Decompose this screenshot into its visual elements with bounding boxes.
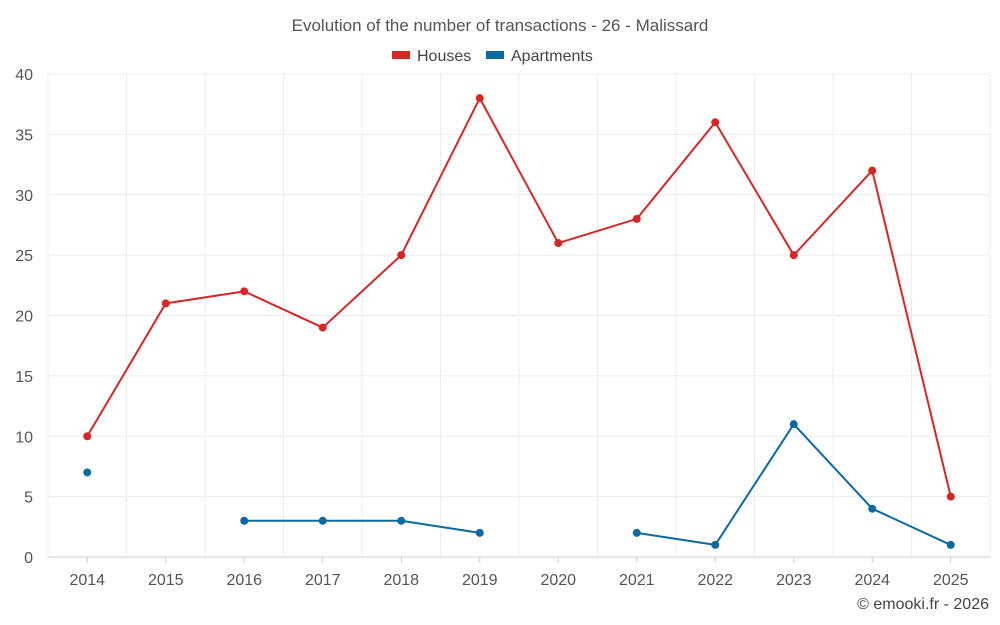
series-line-apartments [636,423,952,546]
point-apartments-2018[interactable] [397,516,406,525]
x-tick-label-2017: 2017 [305,572,341,589]
point-houses-2015[interactable] [161,299,170,308]
x-tick-label-2022: 2022 [697,572,733,589]
grid [47,73,991,557]
point-houses-2024[interactable] [868,166,877,175]
x-tick-label-2015: 2015 [148,572,184,589]
y-tick-label: 15 [15,369,33,386]
point-houses-2021[interactable] [632,214,641,223]
legend: Houses Apartments [392,48,593,65]
x-tick-label-2025: 2025 [933,572,969,589]
credit-text: © emooki.fr - 2026 [857,596,989,613]
y-tick-label: 40 [15,67,33,84]
legend-label-apartments[interactable]: Apartments [511,48,593,65]
series [83,94,955,549]
point-houses-2025[interactable] [946,492,955,501]
point-apartments-2021[interactable] [632,528,641,537]
point-apartments-2016[interactable] [240,516,249,525]
point-apartments-2022[interactable] [711,540,720,549]
series-apartments [83,420,955,549]
point-houses-2014[interactable] [83,432,92,441]
x-tick-label-2021: 2021 [619,572,655,589]
legend-swatch-houses [392,51,410,59]
x-tick-label-2020: 2020 [540,572,576,589]
y-tick-label: 30 [15,188,33,205]
x-tick-label-2024: 2024 [854,572,890,589]
point-apartments-2023[interactable] [789,420,798,429]
series-line-apartments [244,519,480,534]
point-apartments-2024[interactable] [868,504,877,513]
point-houses-2023[interactable] [789,251,798,260]
x-tick-label-2023: 2023 [776,572,812,589]
point-houses-2016[interactable] [240,287,249,296]
x-tick-label-2019: 2019 [462,572,498,589]
y-tick-label: 20 [15,309,33,326]
point-houses-2018[interactable] [397,251,406,260]
point-apartments-2019[interactable] [475,528,484,537]
point-apartments-2025[interactable] [946,540,955,549]
series-line-houses [86,97,952,497]
x-tick-label-2018: 2018 [383,572,419,589]
legend-swatch-apartments [486,51,504,59]
point-houses-2022[interactable] [711,118,720,127]
point-houses-2019[interactable] [475,94,484,103]
y-tick-label: 25 [15,248,33,265]
y-tick-label: 10 [15,429,33,446]
chart-title: Evolution of the number of transactions … [292,16,709,35]
legend-label-houses[interactable]: Houses [417,48,471,65]
point-apartments-2017[interactable] [318,516,327,525]
series-houses [83,94,955,501]
point-houses-2020[interactable] [554,239,563,248]
y-tick-label: 0 [24,550,33,567]
y-tick-label: 35 [15,127,33,144]
x-tick-label-2016: 2016 [226,572,262,589]
point-houses-2017[interactable] [318,323,327,332]
y-tick-label: 5 [24,490,33,507]
x-tick-label-2014: 2014 [69,572,105,589]
point-apartments-2014[interactable] [83,468,92,477]
